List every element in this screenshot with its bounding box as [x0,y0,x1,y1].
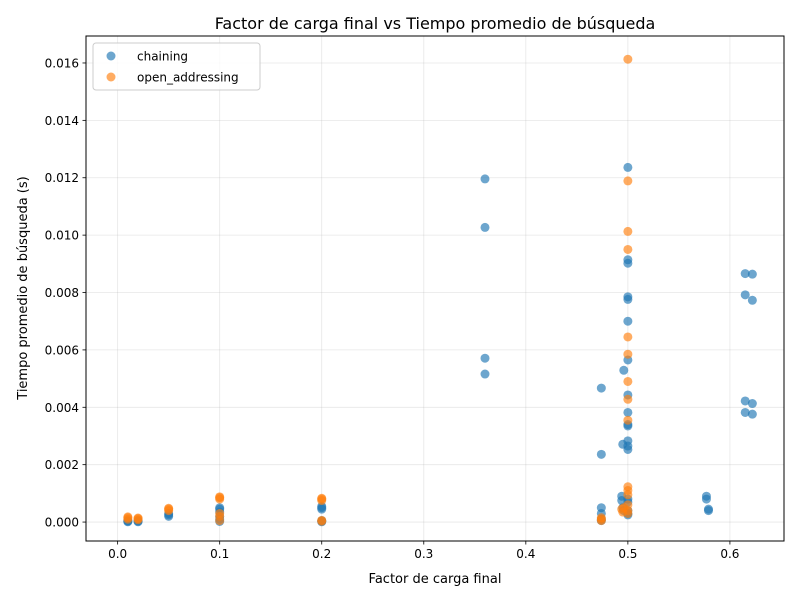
data-point-chaining [596,449,606,459]
data-point-chaining [480,353,490,363]
data-point-chaining [740,269,750,279]
data-point-chaining [701,494,711,504]
data-point-open_addressing [623,376,633,386]
ticks-layer: 0.0 0.1 0.2 0.3 0.4 0.5 0.6 0.000 0.002 0.004 0.00… [45,56,740,561]
data-point-chaining [596,383,606,393]
data-point-chaining [740,290,750,300]
data-point-open_addressing [317,515,327,525]
data-point-chaining [740,396,750,406]
legend-label-open_addressing: open_addressing [137,71,239,85]
data-point-open_addressing [133,513,143,523]
y-tick-label: 0.016 [45,56,79,70]
data-point-chaining [619,365,629,375]
y-tick-label: 0.004 [45,401,79,415]
data-point-open_addressing [623,490,633,500]
data-point-chaining [703,506,713,516]
data-point-open_addressing [623,349,633,359]
x-tick-label: 0.3 [414,547,433,561]
y-tick-label: 0.012 [45,171,79,185]
data-point-chaining [623,444,633,454]
data-point-chaining [480,369,490,379]
data-point-open_addressing [623,54,633,64]
x-tick-label: 0.2 [312,547,331,561]
data-point-chaining [623,258,633,268]
y-tick-label: 0.002 [45,458,79,472]
data-point-open_addressing [215,508,225,518]
y-axis-label: Tiempo promedio de búsqueda (s) [16,176,31,400]
data-point-chaining [747,269,757,279]
data-point-open_addressing [623,244,633,254]
data-point-open_addressing [596,513,606,523]
data-point-chaining [747,295,757,305]
data-point-open_addressing [164,503,174,513]
y-tick-label: 0.010 [45,229,79,243]
data-point-chaining [480,222,490,232]
y-tick-label: 0.006 [45,343,79,357]
legend: chaining open_addressing [92,42,261,91]
data-point-open_addressing [215,492,225,502]
x-axis-label: Factor de carga final [369,572,502,587]
chart-title: Factor de carga final vs Tiempo promedio… [215,14,656,33]
data-point-open_addressing [317,493,327,503]
data-point-open_addressing [623,415,633,425]
series-open_addressing [123,54,633,526]
x-tick-label: 0.0 [108,547,127,561]
data-point-chaining [623,407,633,417]
y-tick-label: 0.008 [45,286,79,300]
data-point-chaining [747,409,757,419]
legend-marker-open_addressing [106,72,116,82]
data-point-open_addressing [623,176,633,186]
y-tick-label: 0.014 [45,114,79,128]
data-point-chaining [480,174,490,184]
x-tick-label: 0.4 [516,547,535,561]
plot-frame [85,35,785,542]
data-point-open_addressing [623,332,633,342]
y-tick-label: 0.000 [45,516,79,530]
legend-label-chaining: chaining [137,50,188,64]
data-point-open_addressing [123,512,133,522]
data-point-open_addressing [623,394,633,404]
data-point-open_addressing [623,226,633,236]
data-point-chaining [740,407,750,417]
data-point-chaining [747,399,757,409]
x-tick-label: 0.5 [618,547,637,561]
legend-marker-chaining [106,51,116,61]
x-tick-label: 0.1 [210,547,229,561]
grid-layer [86,36,784,541]
x-tick-label: 0.6 [720,547,739,561]
legend-box [92,42,261,91]
points-layer [123,54,757,527]
data-point-open_addressing [623,508,633,518]
data-point-chaining [623,316,633,326]
data-point-chaining [623,162,633,172]
data-point-chaining [623,294,633,304]
